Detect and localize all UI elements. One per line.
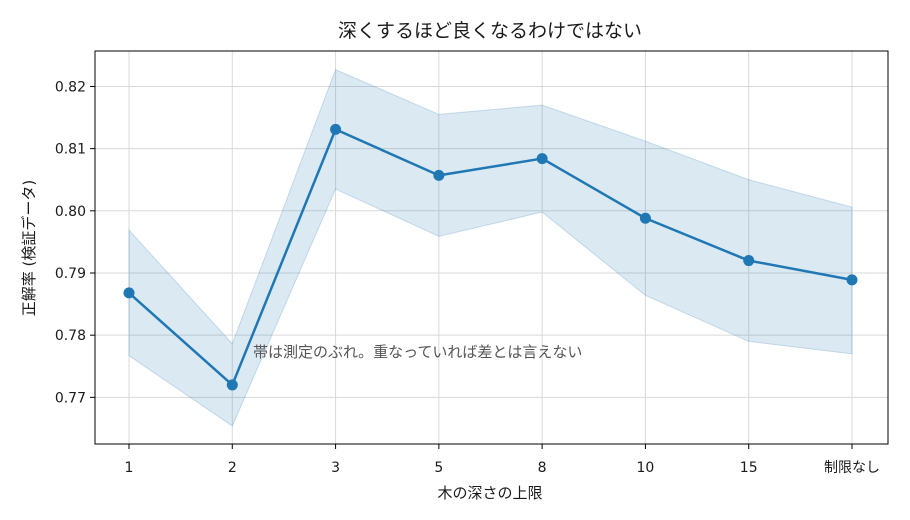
confidence-band [128, 68, 853, 427]
series-line [128, 128, 853, 387]
data-points [123, 123, 858, 391]
x-tick-label: 10 [637, 460, 655, 476]
y-axis: 0.77 0.78 0.79 0.80 0.81 0.82 [55, 79, 95, 406]
data-point [433, 169, 445, 181]
y-tick-label: 0.78 [55, 328, 86, 344]
band-area [128, 68, 853, 427]
chart-title: 深くするほど良くなるわけではない [338, 20, 642, 42]
x-tick-label: 1 [125, 460, 134, 476]
grid [95, 51, 888, 444]
series-polyline [128, 128, 853, 387]
x-axis: 1 2 3 5 8 10 15 制限なし [125, 444, 880, 476]
y-tick-label: 0.82 [55, 79, 86, 95]
x-tick-label: 8 [538, 460, 547, 476]
data-point [330, 123, 342, 135]
annotation: 帯は測定のぶれ。重なっていれば差とは言えない [253, 343, 582, 361]
y-tick-label: 0.79 [55, 266, 86, 282]
data-point [536, 153, 548, 165]
x-tick-label: 制限なし [824, 460, 880, 476]
data-point [639, 212, 651, 224]
x-axis-label: 木の深さの上限 [437, 484, 542, 502]
plot-frame [94, 50, 889, 445]
data-point [846, 274, 858, 286]
y-tick-label: 0.77 [55, 390, 86, 406]
x-tick-label: 2 [228, 460, 237, 476]
data-point [226, 379, 238, 391]
x-tick-label: 5 [434, 460, 443, 476]
y-axis-label: 正解率 (検証データ) [20, 180, 38, 316]
x-tick-label: 3 [331, 460, 340, 476]
x-tick-label: 15 [740, 460, 758, 476]
y-tick-label: 0.81 [55, 142, 86, 158]
data-point [123, 287, 135, 299]
y-tick-label: 0.80 [55, 204, 86, 220]
data-point [743, 255, 755, 267]
